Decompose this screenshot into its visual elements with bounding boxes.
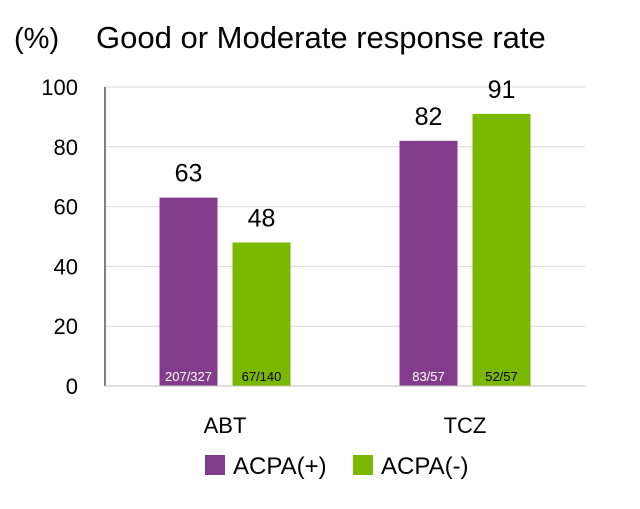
bar-inner-label: 67/140 (242, 369, 282, 384)
y-axis: 0 20 40 60 80 100 (41, 75, 106, 399)
y-tick-label: 40 (54, 254, 78, 279)
unit-label: (%) (14, 23, 59, 55)
bar-inner-label: 207/327 (165, 369, 212, 384)
data-label: 91 (488, 76, 516, 104)
legend-label: ACPA(+) (233, 453, 327, 480)
bar (399, 140, 458, 386)
data-label: 63 (175, 160, 203, 188)
bar-inner-label: 83/57 (412, 369, 445, 384)
y-tick-label: 20 (54, 314, 78, 339)
bar-inner-label: 52/57 (485, 369, 518, 384)
bar (472, 113, 531, 386)
legend-swatch (353, 455, 373, 475)
bar (232, 242, 291, 386)
y-tick-label: 100 (41, 75, 78, 100)
x-tick-label: TCZ (444, 413, 487, 438)
y-tick-label: 0 (66, 374, 78, 399)
legend-swatch (205, 455, 225, 475)
data-label: 82 (415, 103, 443, 131)
x-axis: ABT TCZ (105, 385, 585, 438)
legend-label: ACPA(-) (381, 453, 469, 480)
data-label: 48 (248, 204, 276, 232)
bars: 63 207/327 48 67/140 82 83/57 91 52/57 (159, 76, 531, 386)
bar (159, 197, 218, 386)
legend: ACPA(+) ACPA(-) (205, 453, 469, 480)
chart-title: Good or Moderate response rate (96, 20, 546, 55)
x-tick-label: ABT (204, 413, 247, 438)
y-tick-label: 60 (54, 195, 78, 220)
y-tick-label: 80 (54, 135, 78, 160)
